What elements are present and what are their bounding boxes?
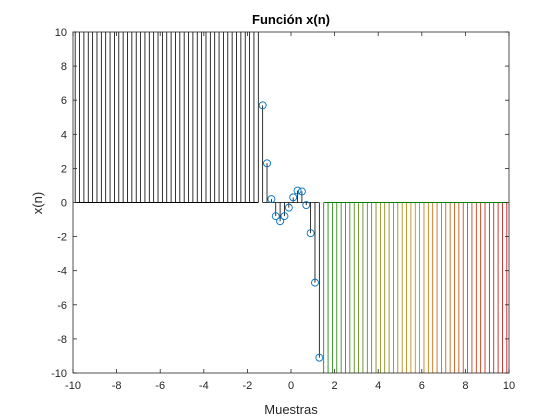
x-tick-label: 2 — [332, 380, 338, 392]
x-axis-label: Muestras — [264, 402, 318, 417]
x-tick-label: -6 — [155, 380, 165, 392]
y-tick-label: -2 — [57, 232, 67, 244]
x-tick-label: -4 — [199, 380, 209, 392]
y-tick-label: 2 — [61, 163, 67, 175]
y-tick-label: 6 — [61, 95, 67, 107]
y-tick-label: -8 — [57, 334, 67, 346]
x-tick-label: -10 — [65, 380, 81, 392]
x-tick-label: 4 — [375, 380, 381, 392]
y-tick-label: 0 — [61, 198, 67, 210]
y-axis-label: x(n) — [30, 192, 45, 214]
y-tick-label: -10 — [51, 368, 67, 380]
x-tick-label: 8 — [462, 380, 468, 392]
x-tick-label: 6 — [419, 380, 425, 392]
y-tick-label: 10 — [55, 27, 67, 39]
chart-title: Función x(n) — [252, 12, 330, 27]
x-tick-label: -8 — [112, 380, 122, 392]
y-tick-label: 8 — [61, 61, 67, 73]
y-tick-label: -4 — [57, 266, 67, 278]
x-tick-label: 0 — [288, 380, 294, 392]
x-tick-label: -2 — [243, 380, 253, 392]
y-tick-label: 4 — [61, 129, 67, 141]
x-tick-label: 10 — [503, 380, 515, 392]
y-tick-label: -6 — [57, 300, 67, 312]
